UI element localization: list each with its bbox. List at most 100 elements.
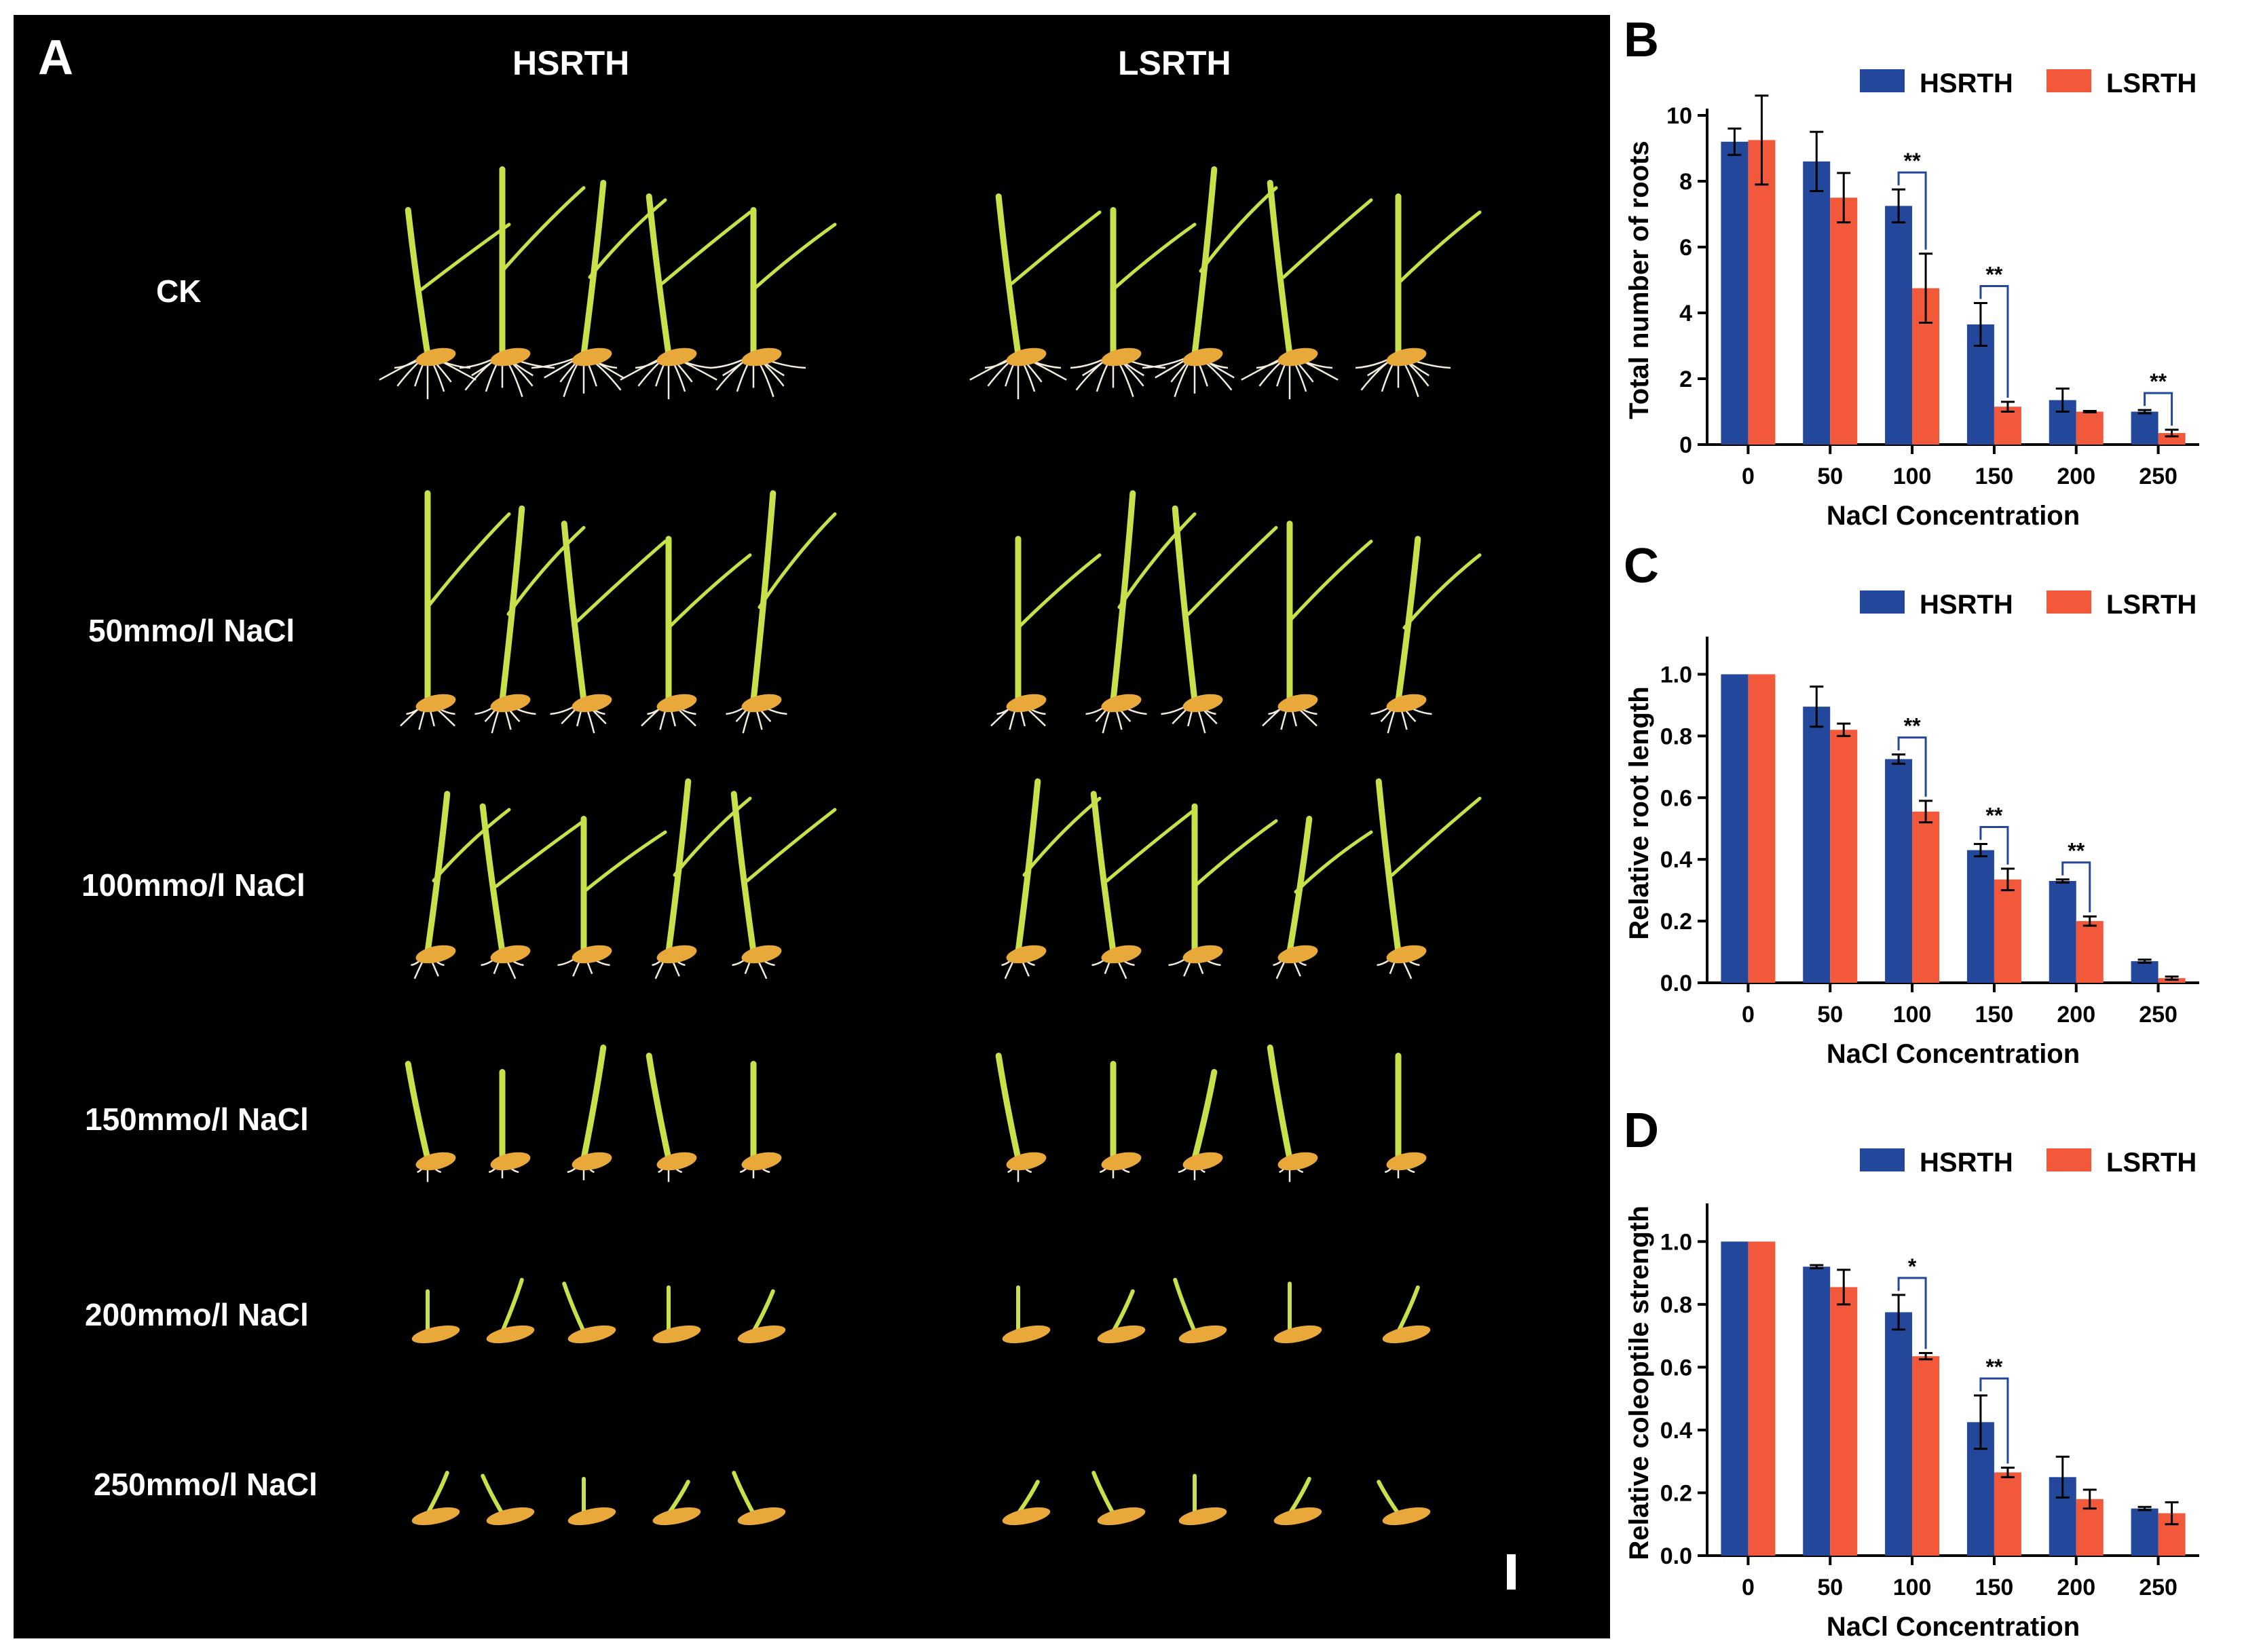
bar-hsrth (1721, 674, 1749, 983)
legend-swatch-lsrth (2047, 1148, 2091, 1171)
y-axis-label: Total number of roots (1624, 140, 1654, 419)
seedling (1085, 490, 1197, 734)
seedling (739, 1061, 782, 1179)
x-tick-label: 100 (1893, 1575, 1932, 1600)
x-tick-label: 0 (1742, 1002, 1755, 1028)
chart-panel-b: B HSRTH LSRTH 0 2 4 6 8 10 Total number of roots 0… (1624, 13, 2199, 531)
bar-hsrth (1721, 1241, 1749, 1556)
row-label-100: 100mmo/l NaCl (81, 867, 305, 903)
x-tick-label: 100 (1893, 1002, 1932, 1028)
seedling (459, 166, 586, 398)
y-tick-label: 0.4 (1660, 1418, 1692, 1444)
bar-lsrth (1994, 1472, 2021, 1556)
significance-bracket (1897, 1277, 1927, 1349)
seedling (995, 1053, 1047, 1182)
seedling (737, 1289, 786, 1344)
y-tick-label: 0.8 (1660, 1292, 1692, 1318)
row-label-250: 250mmo/l NaCl (94, 1467, 318, 1502)
significance-mark: ** (1904, 149, 1921, 173)
error-bar (1810, 1264, 1824, 1270)
seedling (481, 1473, 535, 1526)
error-bar (1919, 800, 1933, 824)
error-bar (1973, 1394, 1987, 1450)
seedling (400, 490, 511, 730)
bar-lsrth (1830, 1287, 1858, 1556)
scale-bar (1507, 1554, 1516, 1590)
significance-mark: ** (1904, 714, 1921, 738)
error-bar (2082, 915, 2097, 927)
seedling (620, 193, 752, 400)
x-tick-label: 50 (1817, 464, 1843, 489)
seedling (488, 1069, 531, 1179)
error-bar (2055, 878, 2070, 884)
bar-hsrth (2131, 961, 2159, 983)
significance-bracket (1897, 171, 1927, 250)
seedling (1002, 1480, 1051, 1526)
seedling (531, 180, 667, 398)
seedling (567, 1476, 616, 1526)
x-tick-label: 150 (1975, 1002, 2014, 1028)
legend-label-hsrth: HSRTH (1920, 69, 2013, 98)
error-bar (1810, 130, 1824, 193)
seedling (1178, 1473, 1227, 1526)
seedling (1384, 1053, 1427, 1179)
error-bar (2137, 409, 2152, 415)
significance-bracket (2144, 392, 2173, 426)
legend-label-hsrth: HSRTH (1920, 590, 2013, 620)
bar-hsrth (1803, 161, 1831, 445)
seedling (1173, 1277, 1227, 1344)
x-axis-label: NaCl Concentration (1827, 501, 2080, 531)
seedling (1090, 791, 1197, 979)
seedling (732, 1471, 786, 1526)
x-tick-label: 200 (2057, 464, 2095, 489)
seedling (1241, 180, 1373, 400)
seedling (479, 803, 586, 979)
bar-hsrth (1885, 206, 1913, 445)
bar-hsrth (1966, 850, 1994, 983)
x-tick-label: 250 (2139, 1002, 2178, 1028)
bar-lsrth (1748, 1241, 1776, 1556)
significance-bracket (1897, 736, 1927, 797)
seedling (1002, 1285, 1051, 1344)
significance-bracket (2061, 861, 2091, 913)
bar-lsrth (1994, 407, 2021, 445)
seedling (474, 505, 586, 734)
significance-mark: ** (1985, 262, 2002, 286)
legend-swatch-hsrth (1860, 590, 1905, 614)
error-bar (2055, 1455, 2070, 1499)
error-bar (2165, 428, 2179, 438)
significance-mark: ** (2150, 369, 2167, 394)
error-bar (2055, 388, 2070, 413)
legend-swatch-lsrth (2047, 590, 2091, 614)
significance-mark: ** (1985, 1355, 2002, 1379)
bar-lsrth (1830, 730, 1858, 983)
error-bar (2000, 1466, 2015, 1478)
seedling (1178, 1069, 1223, 1180)
x-tick-label: 50 (1817, 1575, 1843, 1600)
legend-label-lsrth: LSRTH (2106, 69, 2197, 98)
error-bar (2082, 410, 2097, 413)
y-tick-label: 0.6 (1660, 785, 1692, 811)
x-tick-label: 150 (1975, 1575, 2014, 1600)
y-tick-label: 1.0 (1660, 1229, 1692, 1255)
bar-lsrth (2076, 921, 2104, 983)
seedling (411, 1289, 460, 1344)
seedling (1161, 505, 1278, 734)
column-heading-lsrth: LSRTH (1118, 44, 1231, 82)
seedling (726, 490, 837, 734)
significance-bracket (1979, 284, 2009, 398)
seedling (1099, 1061, 1142, 1179)
error-bar (1810, 686, 1824, 728)
seedling (969, 193, 1102, 400)
seedling (1370, 536, 1482, 734)
error-bar (1919, 252, 1933, 324)
significance-mark: * (1908, 1254, 1917, 1279)
x-tick-label: 0 (1742, 1575, 1755, 1600)
y-axis-label: Relative coleoptile strength (1624, 1205, 1654, 1560)
bar-hsrth (1721, 141, 1749, 445)
bar-lsrth (1830, 198, 1858, 445)
y-tick-label: 0.0 (1660, 971, 1692, 996)
seedling (652, 1285, 701, 1344)
seedling (405, 1061, 456, 1182)
